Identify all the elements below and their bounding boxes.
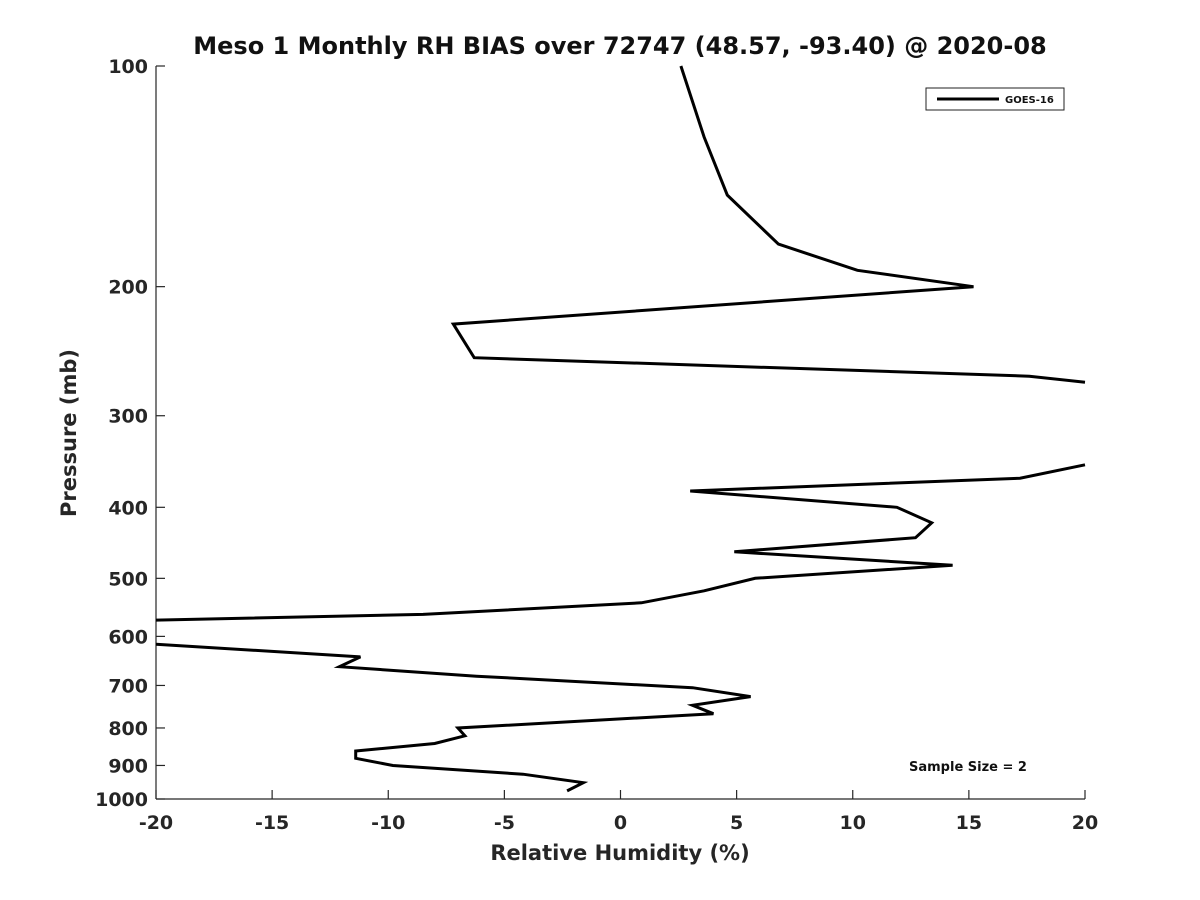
series-goes-16 [155,65,1086,793]
plot-area [155,65,1086,800]
x-tick-label: -15 [255,812,289,834]
x-tick-label: -5 [494,812,515,834]
chart-title: Meso 1 Monthly RH BIAS over 72747 (48.57… [193,32,1046,60]
y-tick-label: 100 [108,56,148,78]
y-tick-label: 900 [108,755,148,777]
x-tick-label: 0 [614,812,627,834]
x-tick-label: -20 [139,812,173,834]
x-tick-label: 20 [1072,812,1098,834]
y-axis-label: Pressure (mb) [57,349,81,517]
legend: GOES-16 [925,87,1065,111]
series-line-segment [155,642,751,793]
x-tick-label: 5 [730,812,743,834]
y-axis: 100 200 300 400 500 600 700 800 900 1000 [95,56,165,811]
sample-size-annotation: Sample Size = 2 [909,760,1027,775]
y-tick-label: 600 [108,626,148,648]
y-tick-label: 200 [108,277,148,299]
legend-label-goes-16: GOES-16 [1005,95,1054,106]
x-axis: -20 -15 -10 -5 0 5 10 15 20 [139,790,1098,834]
x-tick-label: 10 [840,812,866,834]
x-axis-label: Relative Humidity (%) [490,841,749,865]
y-tick-label: 400 [108,497,148,519]
y-tick-label: 800 [108,718,148,740]
y-tick-label: 1000 [95,789,148,811]
y-tick-label: 700 [108,675,148,697]
y-tick-label: 300 [108,406,148,428]
y-tick-label: 500 [108,568,148,590]
series-line-segment [155,463,1086,622]
x-tick-label: 15 [956,812,982,834]
series-line-segment [450,65,1086,384]
x-tick-label: -10 [371,812,405,834]
